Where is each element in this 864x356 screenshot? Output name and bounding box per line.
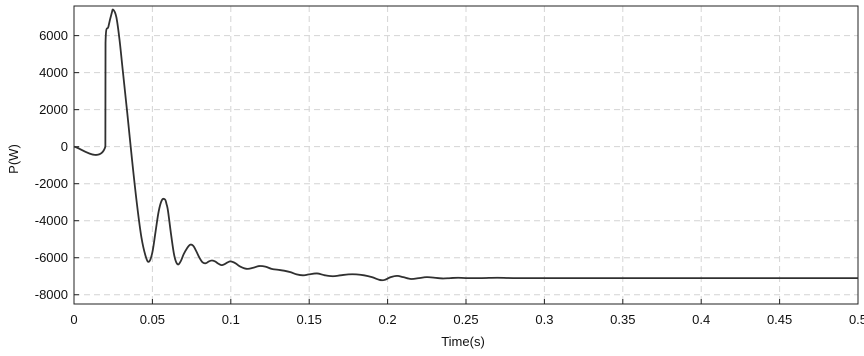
y-tick-label: 2000 — [39, 102, 68, 117]
x-tick-label: 0.3 — [535, 312, 553, 327]
y-tick-label: 4000 — [39, 65, 68, 80]
x-tick-label: 0 — [70, 312, 77, 327]
y-tick-label: -4000 — [35, 213, 68, 228]
x-tick-label: 0.5 — [849, 312, 864, 327]
x-tick-label: 0.1 — [222, 312, 240, 327]
y-axis-label: P(W) — [6, 144, 21, 174]
x-tick-label: 0.05 — [140, 312, 165, 327]
y-tick-label: 0 — [61, 139, 68, 154]
x-axis-label: Time(s) — [441, 334, 485, 349]
y-tick-label: -2000 — [35, 176, 68, 191]
y-tick-label: -6000 — [35, 250, 68, 265]
grid — [74, 6, 858, 304]
series-line-power — [73, 8, 858, 282]
x-axis-ticks: 0 0.05 0.1 0.15 0.2 0.25 0.3 0.35 0.4 0.45 0.5 — [70, 299, 864, 327]
x-tick-label: 0.2 — [379, 312, 397, 327]
y-axis-ticks: -8000 -6000 -4000 -2000 0 2000 4000 6000 — [35, 28, 79, 302]
x-tick-label: 0.15 — [297, 312, 322, 327]
series — [73, 8, 858, 282]
y-tick-label: 6000 — [39, 28, 68, 43]
x-tick-label: 0.45 — [767, 312, 792, 327]
y-tick-label: -8000 — [35, 287, 68, 302]
x-tick-label: 0.25 — [453, 312, 478, 327]
x-tick-label: 0.35 — [610, 312, 635, 327]
x-tick-label: 0.4 — [692, 312, 710, 327]
